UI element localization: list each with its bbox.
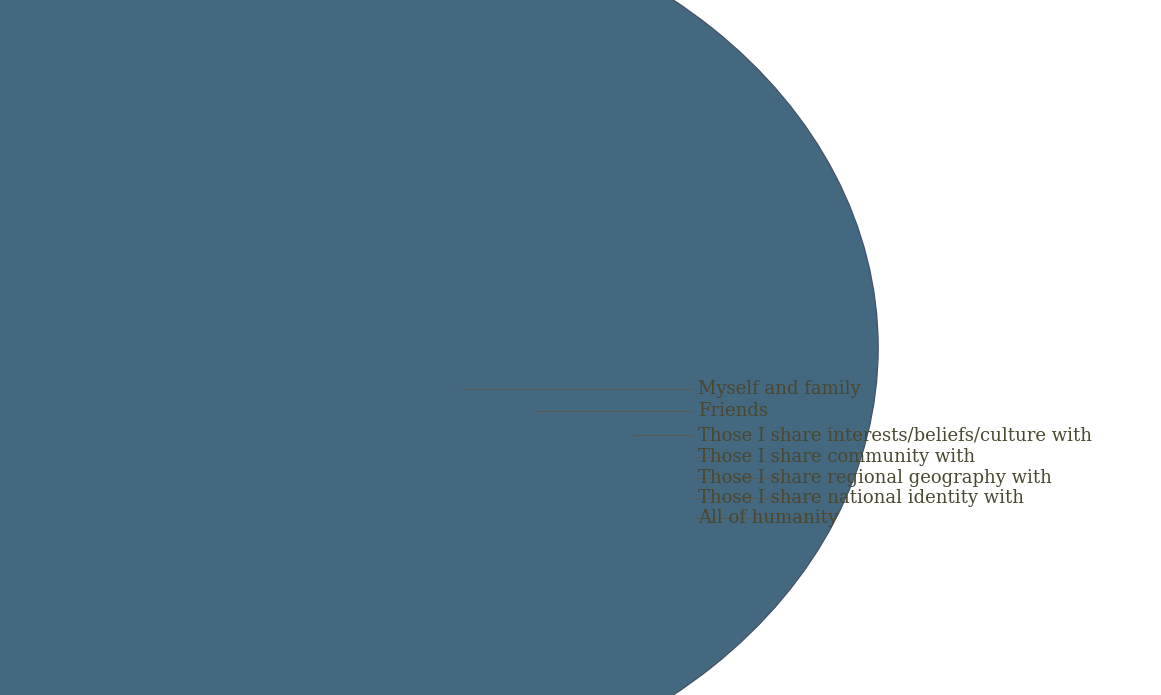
Ellipse shape: [0, 70, 649, 626]
Text: Those I share interests/beliefs/culture with: Those I share interests/beliefs/culture …: [698, 426, 1093, 444]
Text: Friends: Friends: [698, 402, 769, 420]
Text: Myself and family: Myself and family: [698, 380, 860, 398]
Ellipse shape: [0, 0, 748, 695]
Text: Those I share community with: Those I share community with: [698, 448, 975, 466]
Ellipse shape: [77, 149, 546, 546]
Ellipse shape: [153, 212, 469, 483]
Text: Those I share regional geography with: Those I share regional geography with: [698, 469, 1052, 487]
Text: Those I share national identity with: Those I share national identity with: [698, 489, 1024, 507]
Ellipse shape: [0, 0, 807, 695]
Ellipse shape: [0, 0, 878, 695]
Ellipse shape: [0, 0, 845, 695]
Text: All of humanity: All of humanity: [698, 509, 838, 528]
